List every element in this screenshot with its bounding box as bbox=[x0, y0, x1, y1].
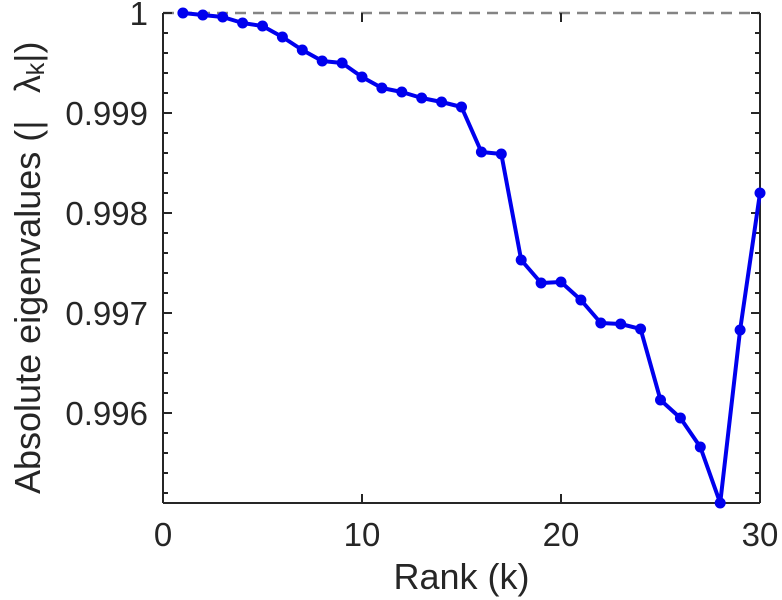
data-point-marker bbox=[754, 187, 766, 199]
y-tick-label: 0.997 bbox=[65, 295, 148, 332]
data-point-marker bbox=[276, 31, 288, 43]
data-point-marker bbox=[456, 101, 467, 113]
y-axis-label-prefix: Absolute eigenvalues (| bbox=[7, 120, 48, 494]
data-point-marker bbox=[316, 55, 328, 67]
data-point-marker bbox=[396, 86, 408, 98]
x-tick-label: 20 bbox=[543, 516, 580, 553]
data-point-marker bbox=[217, 11, 229, 23]
data-point-marker bbox=[714, 497, 726, 509]
lambda-symbol: λ bbox=[7, 75, 48, 94]
data-point-marker bbox=[595, 317, 607, 329]
eigenvalue-line bbox=[180, 11, 762, 505]
y-tick-label: 0.998 bbox=[65, 195, 148, 232]
data-point-marker bbox=[257, 20, 268, 32]
data-point-marker bbox=[356, 71, 368, 83]
x-tick-label: 10 bbox=[344, 516, 381, 553]
data-point-marker bbox=[475, 146, 487, 158]
x-tick-label: 0 bbox=[154, 516, 172, 553]
data-point-marker bbox=[436, 96, 448, 108]
data-point-marker bbox=[635, 323, 647, 335]
x-tick-label: 30 bbox=[742, 516, 779, 553]
data-point-marker bbox=[336, 57, 348, 69]
data-point-marker bbox=[416, 92, 428, 104]
y-axis-label-suffix: |) bbox=[7, 41, 48, 63]
data-point-marker bbox=[655, 394, 666, 406]
data-point-marker bbox=[575, 294, 587, 306]
data-point-marker bbox=[237, 17, 249, 29]
data-point-marker bbox=[734, 324, 746, 336]
y-tick-label: 1 bbox=[130, 0, 148, 32]
data-point-marker bbox=[535, 277, 547, 289]
y-tick-label: 0.999 bbox=[65, 95, 148, 132]
data-point-marker bbox=[615, 318, 627, 330]
data-point-marker bbox=[674, 412, 686, 424]
x-axis-label: Rank (k) bbox=[393, 556, 530, 597]
data-point-marker bbox=[555, 276, 567, 288]
data-point-marker bbox=[515, 254, 527, 266]
data-point-marker bbox=[495, 148, 507, 160]
data-point-marker bbox=[177, 7, 189, 19]
y-tick-label: 0.996 bbox=[65, 395, 148, 432]
data-point-marker bbox=[694, 441, 706, 453]
data-point-marker bbox=[296, 44, 308, 56]
lambda-subscript: k bbox=[22, 62, 51, 76]
data-point-marker bbox=[376, 82, 388, 94]
data-point-marker bbox=[197, 9, 209, 21]
y-axis-label: Absolute eigenvalues (| λk|) bbox=[2, 5, 54, 530]
